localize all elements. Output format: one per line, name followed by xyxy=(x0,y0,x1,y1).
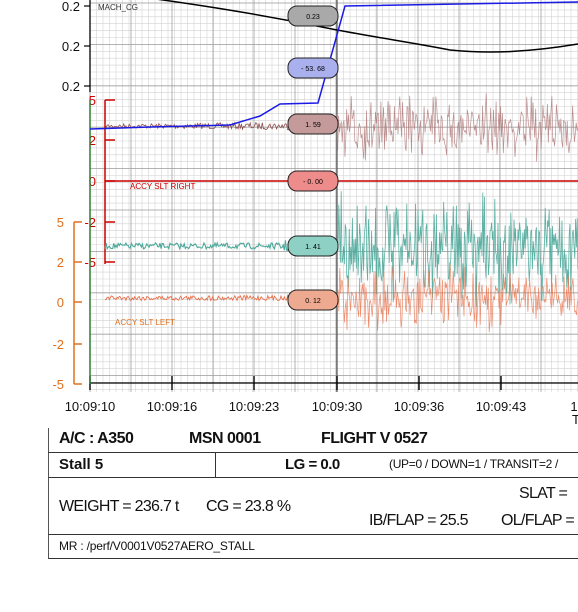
cursor-value-salmon-text: 0. 12 xyxy=(305,298,321,305)
landing-gear-note: (UP=0 / DOWN=1 / TRANSIT=2 / xyxy=(389,457,559,471)
flight-label: FLIGHT V 0527 xyxy=(321,430,428,447)
x-tick-label: 10:09:36 xyxy=(394,399,445,414)
cursor-value-red-text: - 0. 00 xyxy=(303,179,323,186)
slat-value: SLAT = xyxy=(519,485,568,502)
series-label-mach-cg: MACH_CG xyxy=(98,3,138,12)
chart-svg: 10:09:10 10:09:16 10:09:23 10:09:30 10:09:36… xyxy=(52,0,578,427)
cursor-value-teal-box xyxy=(287,235,339,257)
cursor-value-brown-text: 1. 59 xyxy=(305,122,321,129)
aircraft-type: A/C : A350 xyxy=(59,430,134,447)
series-line-brown-post xyxy=(334,93,578,162)
landing-gear-value: LG = 0.0 xyxy=(285,456,340,473)
cursor-value-mach-cg-text: 0.23 xyxy=(306,14,320,21)
test-info-row: Stall 5 LG = 0.0 (UP=0 / DOWN=1 / TRANSI… xyxy=(48,453,578,478)
mr-path: MR : /perf/V0001V0527AERO_STALL xyxy=(59,539,255,553)
red-axis-label: 0 xyxy=(89,174,96,189)
red-axis-label: 5 xyxy=(89,93,96,108)
top-axis-label: 0.2 xyxy=(62,39,80,54)
weight-value: WEIGHT = 236.7 t xyxy=(59,498,179,515)
chart-plot-area: 10:09:10 10:09:16 10:09:23 10:09:30 10:09:36… xyxy=(52,0,578,427)
series-label-accy-slt-right: ACCY SLT RIGHT xyxy=(130,182,195,191)
series-line-mach-cg xyxy=(157,0,578,53)
orange-axis-label: 0 xyxy=(57,295,64,310)
cursor-value-teal-text: 1. 41 xyxy=(305,244,321,251)
x-tick-label: 10:0 xyxy=(570,399,578,414)
cg-value: CG = 23.8 % xyxy=(206,498,291,515)
series-line-teal-post xyxy=(337,191,578,307)
test-name: Stall 5 xyxy=(59,456,104,473)
mr-path-row: MR : /perf/V0001V0527AERO_STALL xyxy=(48,535,578,559)
series-line-salmon-post xyxy=(337,262,578,333)
x-tick-label: 10:09:10 xyxy=(65,399,116,414)
aircraft-info-row: A/C : A350 MSN 0001 FLIGHT V 0527 xyxy=(48,428,578,453)
x-tick-label: 10:09:16 xyxy=(147,399,198,414)
top-axis-label: 0.2 xyxy=(62,79,80,94)
red-axis-label: 2 xyxy=(89,133,96,148)
cursor-value-blue-text: - 53. 68 xyxy=(301,66,325,73)
orange-axis-label: -5 xyxy=(52,377,64,392)
cursor-value-brown-box xyxy=(287,113,339,135)
x-tick-label: 10:09:30 xyxy=(312,399,363,414)
row-divider xyxy=(215,453,216,477)
series-line-blue xyxy=(89,1,578,130)
series-label-accy-slt-left: ACCY SLT LEFT xyxy=(115,318,175,327)
x-tick-label: 10:09:43 xyxy=(476,399,527,414)
orange-axis-label: 2 xyxy=(57,255,64,270)
ib-flap-value: IB/FLAP = 25.5 xyxy=(369,512,469,529)
cursor-value-red-box xyxy=(287,170,339,192)
msn-label: MSN 0001 xyxy=(189,430,261,447)
top-axis-label: 0.2 xyxy=(62,0,80,14)
weight-info-row: WEIGHT = 236.7 t CG = 23.8 % SLAT = IB/F… xyxy=(48,478,578,535)
cursor-value-blue-box xyxy=(287,57,339,79)
x-tick-label: 10:09:23 xyxy=(229,399,280,414)
cursor-value-salmon-box xyxy=(287,289,339,311)
ol-flap-value: OL/FLAP = xyxy=(501,512,575,529)
x-axis-title: Time xyxy=(572,412,578,427)
orange-axis-label: 5 xyxy=(57,215,64,230)
cursor-value-mach-cg-box xyxy=(287,5,339,27)
orange-axis-label: -2 xyxy=(52,337,64,352)
grid-minor xyxy=(89,0,578,392)
